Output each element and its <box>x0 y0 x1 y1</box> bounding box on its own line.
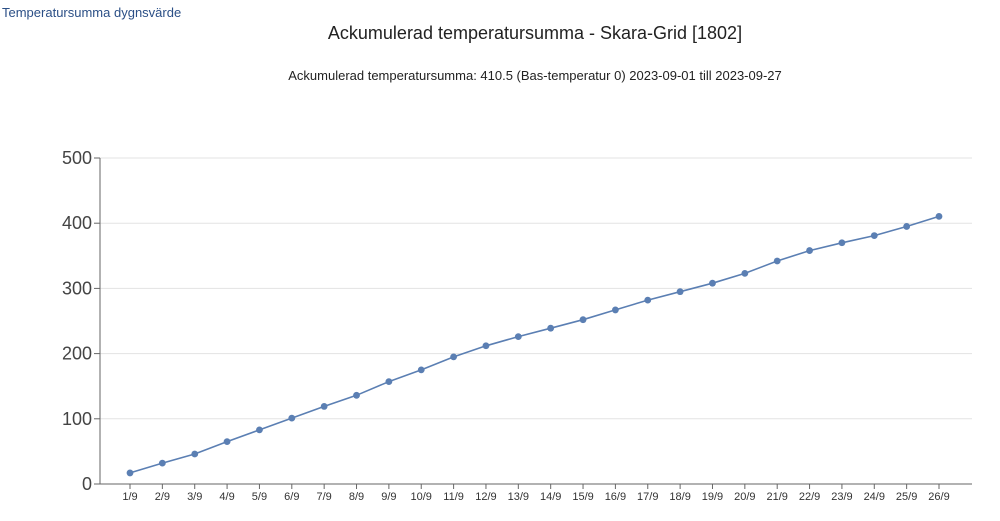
data-point <box>417 366 425 374</box>
y-tick-label-400: 400 <box>62 213 92 233</box>
data-point <box>385 378 393 386</box>
data-point <box>450 353 457 361</box>
x-tick-label: 8/9 <box>349 491 364 503</box>
x-tick-label: 22/9 <box>799 491 820 503</box>
tab-temperatursumma-dygnsvarde[interactable]: Temperatursumma dygnsvärde <box>2 5 182 20</box>
x-tick-label: 16/9 <box>605 491 626 503</box>
series-line <box>126 212 943 477</box>
chart-subtitle: Ackumulerad temperatursumma: 410.5 (Bas-… <box>288 68 782 83</box>
series-polyline <box>129 215 940 474</box>
x-tick-label: 2/9 <box>155 491 170 503</box>
x-tick-label: 4/9 <box>219 491 234 503</box>
data-point <box>353 391 360 399</box>
x-tick-label: 23/9 <box>831 491 852 503</box>
data-point <box>223 438 231 446</box>
chart-title: Ackumulerad temperatursumma - Skara-Grid… <box>328 23 742 43</box>
y-tick-label-200: 200 <box>62 344 92 364</box>
data-point <box>579 316 587 324</box>
x-tick-label: 24/9 <box>864 491 885 503</box>
data-point <box>903 223 911 230</box>
x-tick-label: 9/9 <box>381 491 396 503</box>
data-point <box>612 306 619 314</box>
data-point <box>644 296 652 304</box>
x-tick-label: 13/9 <box>508 491 529 503</box>
data-point <box>256 426 263 434</box>
x-tick-label: 6/9 <box>284 491 299 503</box>
x-tick-label: 14/9 <box>540 491 561 503</box>
data-point <box>288 414 296 422</box>
x-tick-label: 21/9 <box>766 491 787 503</box>
x-tick-label: 1/9 <box>122 491 137 503</box>
data-point <box>514 333 522 341</box>
data-point <box>126 469 134 477</box>
x-tick-label: 12/9 <box>475 491 496 503</box>
x-tick-label: 3/9 <box>187 491 202 503</box>
data-point <box>482 342 490 350</box>
data-point <box>191 450 199 458</box>
data-point <box>320 403 328 410</box>
data-point <box>838 239 846 247</box>
grid-lines <box>100 157 972 420</box>
data-point <box>741 270 749 277</box>
data-point <box>676 288 684 296</box>
x-tick-label: 7/9 <box>317 491 332 503</box>
x-tick-label: 26/9 <box>928 491 949 503</box>
y-tick-label-300: 300 <box>62 278 92 298</box>
x-tick-label: 19/9 <box>702 491 723 503</box>
data-point <box>547 324 555 332</box>
x-tick-label: 20/9 <box>734 491 755 503</box>
x-tick-label: 10/9 <box>411 491 432 503</box>
x-tick-label: 18/9 <box>669 491 690 503</box>
x-tick-label: 17/9 <box>637 491 658 503</box>
data-point <box>773 257 781 265</box>
data-point <box>870 232 878 239</box>
axes <box>94 157 972 489</box>
y-tick-label-500: 500 <box>62 148 92 168</box>
x-tick-label: 11/9 <box>443 491 464 503</box>
data-point <box>935 212 943 220</box>
x-tick-label: 5/9 <box>252 491 267 503</box>
y-tick-label-100: 100 <box>62 409 92 429</box>
data-point <box>806 247 813 254</box>
data-point <box>158 459 166 467</box>
data-point <box>709 279 716 287</box>
tick-labels: 0 100 200 300 400 500 1/9 2/9 3/9 4/9 5/9 6/9 7/9 8/9… <box>62 148 950 503</box>
x-tick-label: 25/9 <box>896 491 917 503</box>
y-tick-label-0: 0 <box>82 474 92 494</box>
x-tick-label: 15/9 <box>572 491 593 503</box>
